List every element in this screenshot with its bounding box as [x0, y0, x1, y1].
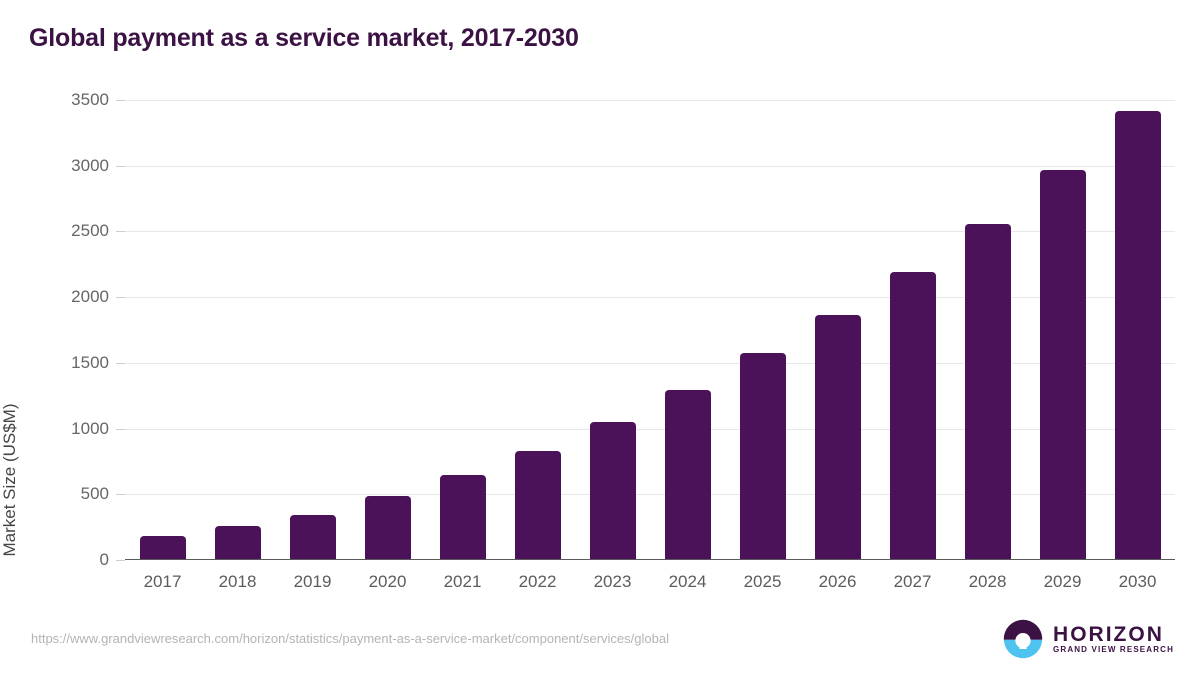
bar[interactable] — [1039, 170, 1086, 560]
x-tick-label: 2028 — [968, 572, 1007, 591]
horizon-logo: HORIZON GRAND VIEW RESEARCH — [1003, 619, 1174, 659]
x-tick-label: 2029 — [1043, 572, 1082, 591]
y-tick-mark — [116, 231, 125, 233]
x-tick-label: 2026 — [818, 572, 857, 591]
bar[interactable] — [139, 535, 186, 560]
gridline — [125, 100, 1175, 101]
x-axis-line — [125, 558, 1175, 560]
bar-slot: 2023 — [575, 100, 650, 591]
gridline — [125, 231, 1175, 233]
y-tick-mark — [116, 428, 125, 430]
x-tick-label: 2018 — [218, 572, 257, 591]
y-tick-label: 0 — [99, 550, 109, 569]
y-tick-label: 2500 — [71, 221, 109, 241]
gridline — [125, 297, 1175, 299]
bar[interactable] — [664, 389, 711, 560]
y-tick-mark — [116, 297, 125, 299]
horizon-logo-icon — [1003, 619, 1043, 659]
bar-slot: 2022 — [500, 100, 575, 591]
y-tick-mark — [116, 362, 125, 364]
bar[interactable] — [889, 271, 936, 560]
x-tick-label: 2024 — [668, 572, 707, 591]
y-tick-mark — [116, 560, 125, 561]
bar[interactable] — [739, 353, 786, 560]
bar-slot: 2020 — [350, 100, 425, 591]
y-tick-mark — [116, 100, 125, 101]
bar[interactable] — [289, 515, 336, 560]
bar-slot: 2021 — [425, 100, 500, 591]
bar-slot: 2029 — [1025, 100, 1100, 591]
logo-tagline: GRAND VIEW RESEARCH — [1053, 644, 1174, 654]
bar[interactable] — [814, 314, 861, 560]
x-tick-label: 2023 — [593, 572, 632, 591]
bar-slot: 2025 — [725, 100, 800, 591]
x-tick-label: 2025 — [743, 572, 782, 591]
x-tick-label: 2021 — [443, 572, 482, 591]
x-tick-label: 2019 — [293, 572, 332, 591]
x-tick-label: 2017 — [143, 572, 182, 591]
bar-slot: 2027 — [875, 100, 950, 591]
bar-slot: 2024 — [650, 100, 725, 591]
bar-slot: 2017 — [125, 100, 200, 591]
bar-slot: 2028 — [950, 100, 1025, 591]
bar[interactable] — [214, 525, 261, 560]
bar-series: 2017 2018 2019 2020 2021 2022 2023 2024 2025 2026… — [125, 100, 1175, 591]
bar-slot: 2030 — [1100, 100, 1175, 591]
horizon-logo-text: HORIZON GRAND VIEW RESEARCH — [1053, 622, 1174, 655]
x-tick-label: 2030 — [1118, 572, 1157, 591]
y-tick-label: 3500 — [71, 90, 109, 109]
logo-wordmark: HORIZON — [1053, 622, 1164, 646]
bar-slot: 2026 — [800, 100, 875, 591]
plot-area: 0 500 1000 1500 2000 2500 3000 3500 2017 2018 201… — [71, 90, 1175, 591]
gridline — [125, 428, 1175, 430]
page-title: Global payment as a service market, 2017… — [29, 24, 579, 52]
y-tick-label: 1000 — [71, 418, 109, 438]
y-axis-title: Market Size (US$M) — [0, 403, 19, 557]
bar[interactable] — [964, 223, 1011, 560]
y-tick-label: 3000 — [71, 155, 109, 175]
bar-slot: 2019 — [275, 100, 350, 591]
y-tick-mark — [116, 165, 125, 167]
x-tick-label: 2022 — [518, 572, 557, 591]
y-tick-mark — [116, 494, 125, 496]
x-tick-label: 2027 — [893, 572, 932, 591]
bar[interactable] — [364, 496, 411, 560]
bar-slot: 2018 — [200, 100, 275, 591]
bar[interactable] — [514, 450, 561, 560]
x-tick-label: 2020 — [368, 572, 407, 591]
gridline — [125, 494, 1175, 496]
source-url[interactable]: https://www.grandviewresearch.com/horizo… — [31, 631, 669, 646]
bar[interactable] — [589, 422, 636, 560]
y-tick-label: 1500 — [71, 352, 109, 372]
bar[interactable] — [439, 474, 486, 560]
y-tick-label: 500 — [80, 484, 109, 504]
bar[interactable] — [1114, 110, 1161, 560]
gridline — [125, 362, 1175, 364]
y-tick-label: 2000 — [71, 287, 109, 307]
gridline — [125, 165, 1175, 167]
